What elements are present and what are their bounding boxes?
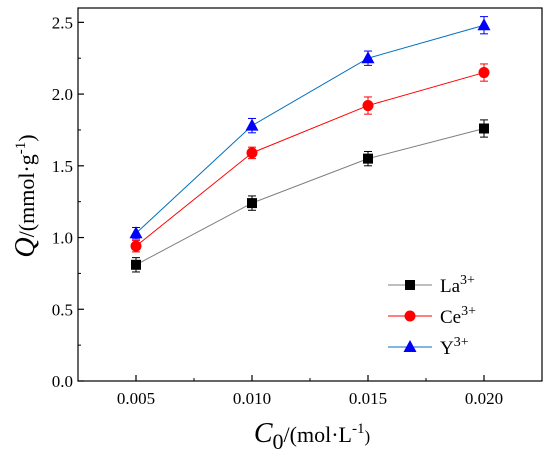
data-point [246, 147, 258, 159]
data-point [477, 18, 491, 31]
data-point [130, 240, 142, 252]
series-layer [129, 16, 491, 273]
series-la [131, 119, 489, 273]
x-axis-symbol: C [254, 418, 273, 449]
x-axis-unit-close: ) [364, 427, 370, 446]
series-line [135, 24, 485, 234]
y-axis-title: Q/(mmol·g-1) [10, 134, 41, 257]
legend-marker [404, 310, 416, 322]
x-axis-symbol-subscript: 0 [273, 429, 284, 454]
legend-label: Y3+ [440, 335, 469, 359]
data-point [478, 67, 490, 79]
y-tick-label: 1.5 [52, 157, 73, 176]
legend-marker [405, 280, 415, 290]
y-tick-label: 2.5 [52, 13, 73, 32]
legend-marker [403, 340, 417, 352]
x-axis-unit-exponent: -1 [352, 421, 365, 437]
data-point [129, 226, 143, 239]
data-point [247, 198, 257, 209]
legend-item-la: La3+ [388, 273, 475, 297]
x-tick-label: 0.010 [233, 389, 271, 408]
y-tick-label: 2.0 [52, 85, 73, 104]
data-point [361, 51, 375, 64]
legend-item-y: Y3+ [388, 335, 469, 359]
y-axis-unit-exponent: -1 [13, 142, 29, 155]
plot-frame [77, 7, 543, 382]
legend-label: La3+ [440, 273, 475, 297]
y-axis-ticks: 0.0 0.5 1.0 1.5 2.0 2.5 [52, 13, 84, 391]
y-axis-unit-close: ) [14, 134, 39, 141]
data-point [363, 153, 373, 164]
y-axis-unit: /(mmol·g [14, 154, 39, 237]
series-line [135, 72, 485, 247]
data-point [131, 259, 141, 270]
x-tick-label: 0.015 [349, 389, 387, 408]
x-tick-label: 0.020 [465, 389, 503, 408]
data-point [362, 100, 374, 112]
legend: La3+ Ce3+ Y3+ [388, 273, 476, 359]
y-tick-label: 0.5 [52, 300, 73, 319]
legend-label: Ce3+ [440, 304, 476, 328]
x-axis-unit: /(mol·L [284, 422, 352, 447]
data-point [245, 118, 259, 131]
x-axis-ticks: 0.005 0.010 0.015 0.020 [117, 375, 503, 408]
y-tick-label: 1.0 [52, 229, 73, 248]
series-y [129, 16, 491, 240]
y-axis-symbol: Q [10, 237, 41, 257]
x-axis-title: C0/(mol·L-1) [254, 418, 370, 454]
legend-item-ce: Ce3+ [388, 304, 476, 328]
data-point [479, 123, 489, 134]
series-ce [130, 63, 490, 253]
x-tick-label: 0.005 [117, 389, 155, 408]
series-line [135, 128, 485, 266]
y-tick-label: 0.0 [52, 372, 73, 391]
